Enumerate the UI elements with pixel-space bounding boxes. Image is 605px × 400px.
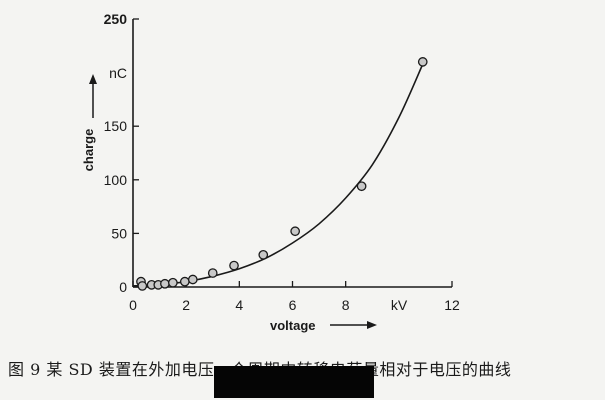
y-unit-label: nC	[109, 65, 127, 81]
fit-curve	[132, 63, 424, 287]
x-tick-label: 0	[129, 297, 137, 313]
data-point	[137, 281, 148, 291]
data-point	[179, 276, 190, 287]
data-point	[229, 260, 239, 271]
data-point	[356, 181, 367, 192]
data-point	[417, 57, 428, 67]
x-tick-label: 4	[235, 297, 243, 313]
x-unit-label: kV	[391, 297, 408, 313]
y-tick-label: 250	[104, 11, 128, 27]
y-axis-label: charge	[81, 129, 96, 172]
x-tick-label: 6	[289, 297, 297, 313]
y-tick-label: 100	[104, 172, 128, 188]
axes	[132, 19, 452, 288]
y-tick-label: 0	[119, 279, 127, 295]
data-point	[187, 274, 198, 285]
x-arrow-head-icon	[367, 321, 377, 329]
ticks: 0 2 4 6 8 12 0 50 100 150 250	[104, 11, 460, 313]
y-tick-label: 50	[111, 225, 127, 241]
x-axis-label: voltage	[270, 318, 316, 333]
redaction-box	[214, 366, 374, 398]
x-tick-label: 8	[342, 297, 350, 313]
y-tick-label: 150	[104, 118, 128, 134]
x-tick-label: 2	[182, 297, 190, 313]
data-points	[136, 57, 428, 291]
axis-labels: charge voltage nC kV	[81, 65, 408, 333]
y-arrow-head-icon	[89, 74, 97, 84]
data-point	[258, 249, 269, 260]
data-point	[290, 226, 301, 237]
data-point	[207, 268, 218, 278]
axis-arrows	[89, 74, 377, 329]
data-point	[160, 278, 170, 289]
data-point	[168, 277, 178, 288]
x-tick-label: 12	[444, 297, 460, 313]
